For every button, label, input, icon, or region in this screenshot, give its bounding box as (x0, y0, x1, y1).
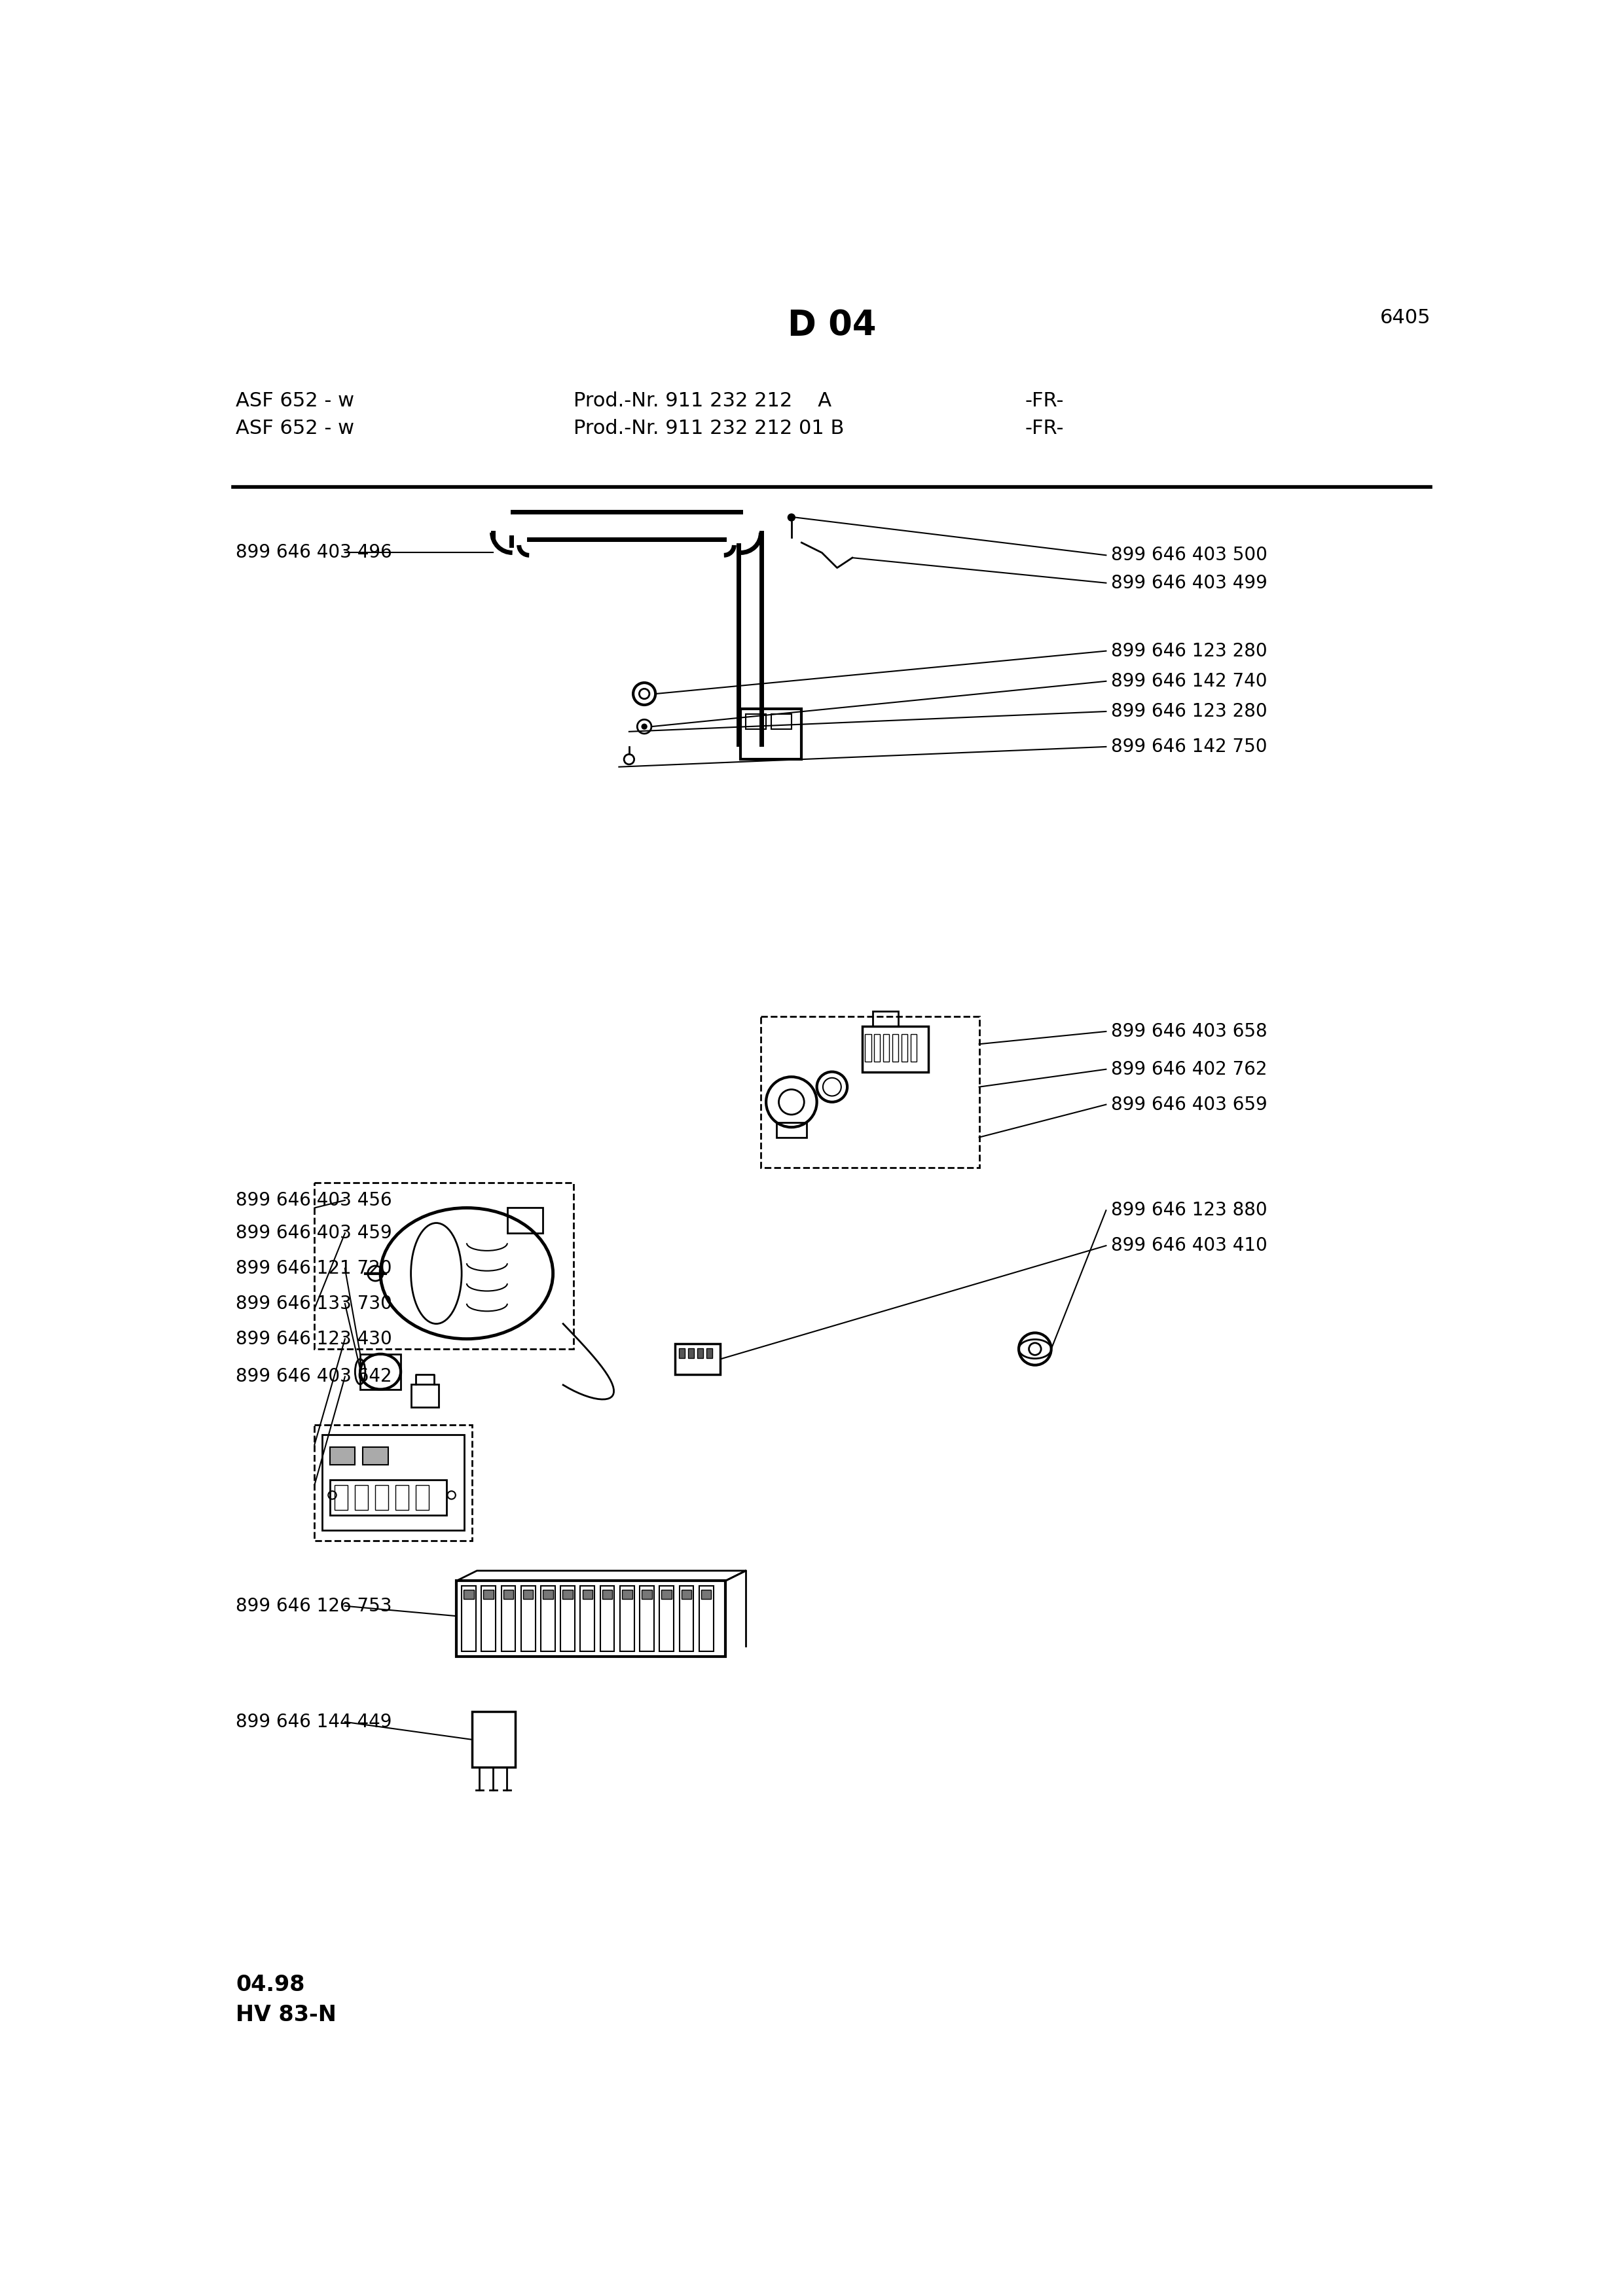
Bar (771, 714, 792, 730)
Text: Prod.-Nr. 911 232 212 01 B: Prod.-Nr. 911 232 212 01 B (573, 420, 844, 439)
Bar (581, 1587, 594, 1651)
Bar (563, 1589, 573, 1598)
Bar (329, 1446, 355, 1465)
Text: 899 646 403 658: 899 646 403 658 (1112, 1022, 1268, 1040)
Bar (484, 1589, 493, 1598)
Bar (464, 1589, 474, 1598)
Text: 899 646 403 659: 899 646 403 659 (1112, 1095, 1268, 1114)
Bar (560, 1587, 575, 1651)
Text: D 04: D 04 (787, 308, 876, 342)
Bar (659, 1587, 674, 1651)
Text: 899 646 142 740: 899 646 142 740 (1112, 673, 1268, 691)
Bar (873, 1010, 898, 1026)
Text: 899 646 144 449: 899 646 144 449 (235, 1713, 393, 1731)
Bar (639, 1587, 654, 1651)
Text: ASF 652 - w: ASF 652 - w (235, 390, 354, 411)
Bar (680, 1587, 693, 1651)
Text: -FR-: -FR- (1024, 390, 1063, 411)
Text: HV 83-N: HV 83-N (235, 2004, 336, 2025)
Text: 899 646 403 499: 899 646 403 499 (1112, 574, 1268, 592)
Bar (620, 1587, 635, 1651)
Text: 899 646 142 750: 899 646 142 750 (1112, 737, 1268, 755)
Bar (396, 1486, 409, 1511)
Bar (334, 1486, 347, 1511)
Bar (883, 1033, 889, 1061)
Bar (502, 1587, 516, 1651)
Text: 899 646 403 642: 899 646 403 642 (235, 1368, 393, 1387)
Bar (901, 1033, 907, 1061)
Bar (706, 1348, 712, 1357)
Text: 899 646 403 459: 899 646 403 459 (235, 1224, 393, 1242)
Bar (682, 1589, 691, 1598)
Bar (415, 1486, 428, 1511)
Text: 899 646 121 720: 899 646 121 720 (235, 1258, 393, 1277)
Bar (523, 1589, 534, 1598)
Bar (641, 1589, 652, 1598)
Text: Prod.-Nr. 911 232 212    A: Prod.-Nr. 911 232 212 A (573, 390, 831, 411)
Bar (602, 1589, 612, 1598)
Bar (776, 1123, 807, 1137)
Bar (601, 1587, 615, 1651)
Text: 899 646 403 500: 899 646 403 500 (1112, 546, 1268, 565)
Bar (411, 1384, 438, 1407)
Bar (662, 1589, 672, 1598)
Bar (360, 1355, 401, 1389)
Bar (456, 1582, 725, 1655)
Bar (675, 1343, 721, 1375)
Bar (622, 1589, 631, 1598)
Bar (862, 1026, 928, 1072)
Bar (688, 1348, 695, 1357)
Bar (375, 1486, 388, 1511)
Bar (503, 1589, 513, 1598)
Text: 899 646 403 496: 899 646 403 496 (235, 544, 393, 563)
Circle shape (787, 514, 795, 521)
Bar (865, 1033, 872, 1061)
Bar (696, 1348, 703, 1357)
Text: 899 646 402 762: 899 646 402 762 (1112, 1061, 1268, 1079)
Circle shape (641, 723, 648, 730)
Text: 6405: 6405 (1380, 308, 1431, 328)
Text: 899 646 126 753: 899 646 126 753 (235, 1596, 393, 1614)
Bar (521, 1587, 536, 1651)
Bar (355, 1486, 368, 1511)
Bar (362, 1446, 388, 1465)
Bar (542, 1589, 553, 1598)
Bar (747, 714, 766, 730)
Bar (315, 1424, 472, 1541)
Text: 899 646 123 880: 899 646 123 880 (1112, 1201, 1268, 1219)
Text: -FR-: -FR- (1024, 420, 1063, 439)
Bar (893, 1033, 899, 1061)
Bar (583, 1589, 592, 1598)
Bar (875, 1033, 880, 1061)
Bar (461, 1587, 476, 1651)
Text: 04.98: 04.98 (235, 1975, 305, 1995)
Bar (540, 1587, 555, 1651)
Bar (329, 1481, 446, 1515)
Text: 899 646 123 280: 899 646 123 280 (1112, 703, 1268, 721)
Bar (482, 1587, 495, 1651)
Text: 899 646 403 410: 899 646 403 410 (1112, 1238, 1268, 1256)
Text: 899 646 123 280: 899 646 123 280 (1112, 643, 1268, 661)
Bar (911, 1033, 917, 1061)
Bar (472, 1713, 514, 1768)
Text: 899 646 403 456: 899 646 403 456 (235, 1192, 393, 1210)
Bar (321, 1435, 464, 1531)
Bar (701, 1589, 711, 1598)
Text: 899 646 123 430: 899 646 123 430 (235, 1329, 393, 1348)
Bar (700, 1587, 714, 1651)
Bar (761, 1017, 979, 1169)
Bar (315, 1182, 573, 1350)
Bar (508, 1208, 542, 1233)
Text: ASF 652 - w: ASF 652 - w (235, 420, 354, 439)
Bar (740, 709, 802, 760)
Bar (678, 1348, 685, 1357)
Text: 899 646 133 730: 899 646 133 730 (235, 1295, 393, 1313)
